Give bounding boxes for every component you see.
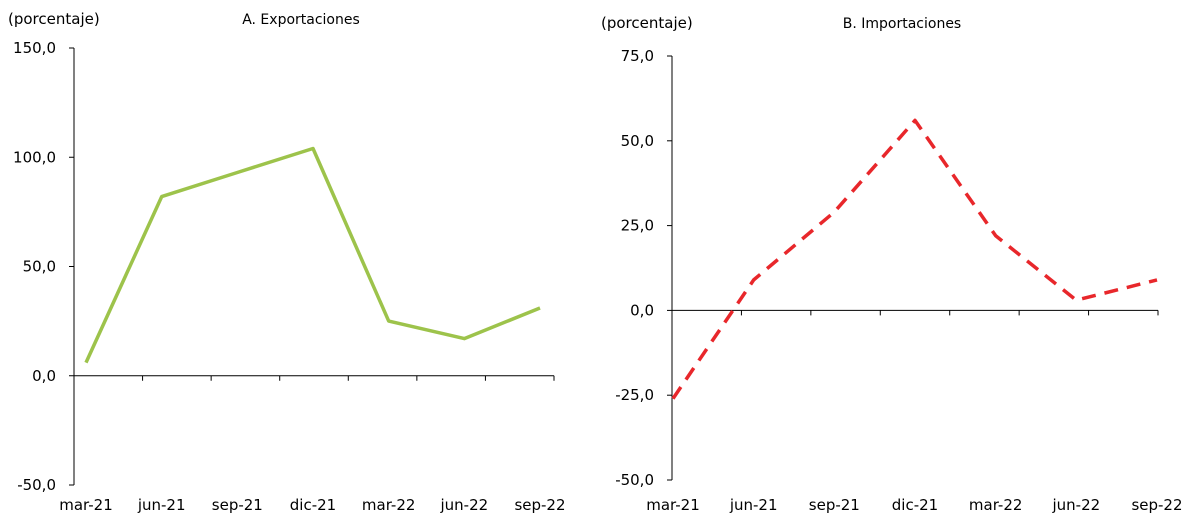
- y-tick-label: 100,0: [13, 148, 56, 166]
- panel-importaciones: (porcentaje) B. Importaciones 75,0 50,0 25…: [601, 14, 1183, 514]
- series-line: [84, 146, 541, 364]
- series-lines: [84, 146, 541, 364]
- x-tick-label: dic-21: [892, 496, 938, 514]
- y-tick-label: 50,0: [621, 132, 654, 150]
- y-tick-label: 0,0: [630, 301, 654, 319]
- x-tick-label: mar-22: [969, 496, 1023, 514]
- x-tick-label: jun-22: [439, 496, 488, 514]
- x-tick-label: jun-21: [137, 496, 186, 514]
- x-tick-label: jun-22: [1051, 496, 1100, 514]
- y-tick-label: 25,0: [621, 217, 654, 235]
- series-lines: [671, 118, 1158, 400]
- x-tick-label: sep-22: [514, 496, 565, 514]
- y-axis: 75,0 50,0 25,0 0,0 -25,0 -50,0: [615, 47, 673, 489]
- x-tick-label: mar-21: [59, 496, 113, 514]
- y-tick-label: 150,0: [13, 39, 56, 57]
- y-axis: 150,0 100,0 50,0 0,0 -50,0: [13, 39, 75, 494]
- chart-title: A. Exportaciones: [242, 12, 360, 28]
- x-tick-label: mar-21: [646, 496, 700, 514]
- x-tick-label: jun-21: [729, 496, 778, 514]
- x-axis: mar-21 jun-21 sep-21 dic-21 mar-22 jun-22 sep-…: [59, 375, 566, 514]
- y-tick-label: 0,0: [32, 367, 56, 385]
- chart-title: B. Importaciones: [843, 16, 961, 32]
- y-axis-unit-label: (porcentaje): [601, 14, 693, 32]
- panel-exportaciones: (porcentaje) A. Exportaciones 150,0 100,0…: [8, 10, 566, 514]
- x-tick-label: mar-22: [362, 496, 416, 514]
- x-axis: mar-21 jun-21 sep-21 dic-21 mar-22 jun-22 sep-…: [646, 309, 1183, 514]
- x-tick-label: sep-21: [212, 496, 263, 514]
- x-tick-label: sep-22: [1131, 496, 1182, 514]
- series-line: [671, 118, 1158, 400]
- y-tick-label: 75,0: [621, 47, 654, 65]
- y-tick-label: -50,0: [17, 476, 56, 494]
- x-tick-label: dic-21: [290, 496, 336, 514]
- y-tick-label: 50,0: [23, 258, 56, 276]
- y-tick-label: -50,0: [615, 471, 654, 489]
- y-tick-label: -25,0: [615, 386, 654, 404]
- x-tick-label: sep-21: [809, 496, 860, 514]
- y-axis-unit-label: (porcentaje): [8, 10, 100, 28]
